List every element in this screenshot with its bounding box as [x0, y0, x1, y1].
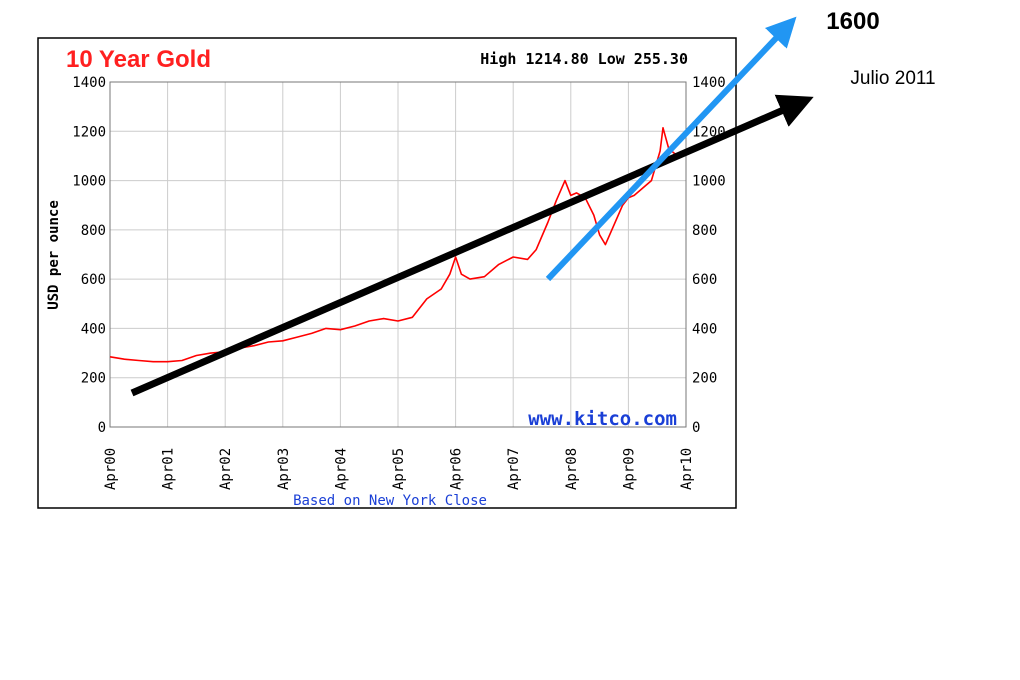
y-tick-label: 1000 — [72, 174, 106, 190]
x-tick-label: Apr00 — [103, 448, 119, 490]
y-tick-label-right: 400 — [692, 321, 717, 337]
x-tick-label: Apr08 — [564, 448, 580, 490]
y-tick-label-right: 1400 — [692, 75, 726, 91]
short-trend-arrow — [545, 16, 797, 282]
y-tick-label: 0 — [98, 420, 106, 436]
plot-frame — [109, 81, 687, 428]
y-tick-label-right: 600 — [692, 272, 717, 288]
y-tick-label-right: 200 — [692, 371, 717, 387]
x-tick-label: Apr02 — [218, 448, 234, 490]
y-ticks-left: 0 200 400 600 800 1000 1200 1400 — [72, 75, 106, 436]
y-tick-label: 800 — [81, 223, 106, 239]
target-label: 1600 — [826, 8, 879, 35]
x-tick-label: Apr06 — [449, 448, 465, 490]
y-tick-label: 600 — [81, 272, 106, 288]
x-tick-label: Apr01 — [161, 448, 177, 490]
y-tick-label-right: 1000 — [692, 174, 726, 190]
grid — [109, 81, 687, 428]
x-tick-label: Apr04 — [333, 448, 349, 490]
y-tick-label: 1200 — [72, 124, 106, 140]
watermark: www.kitco.com — [528, 408, 677, 430]
y-tick-label: 1400 — [72, 75, 106, 91]
x-tick-label: Apr09 — [621, 448, 637, 490]
long-trend-arrow — [130, 94, 814, 397]
date-label: Julio 2011 — [850, 68, 935, 89]
caption: Based on New York Close — [293, 493, 487, 509]
y-tick-label-right: 0 — [692, 420, 700, 436]
x-tick-label: Apr07 — [506, 448, 522, 490]
x-tick-label: Apr10 — [679, 448, 695, 490]
y-tick-label: 400 — [81, 321, 106, 337]
y-tick-label: 200 — [81, 371, 106, 387]
chart-panel — [37, 37, 737, 509]
x-tick-label: Apr03 — [276, 448, 292, 490]
chart-stats: High 1214.80 Low 255.30 — [480, 50, 688, 68]
x-ticks: Apr00 Apr01 Apr02 Apr03 Apr04 Apr05 Apr06 Apr07… — [103, 448, 695, 490]
chart-title: 10 Year Gold — [66, 46, 211, 73]
y-axis-label: USD per ounce — [46, 200, 62, 310]
x-tick-label: Apr05 — [391, 448, 407, 490]
y-tick-label-right: 800 — [692, 223, 717, 239]
